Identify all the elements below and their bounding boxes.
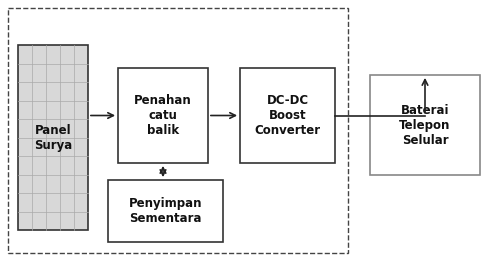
Text: Panel
Surya: Panel Surya (34, 124, 72, 152)
Bar (240, 68, 335, 163)
Bar (370, 75, 480, 175)
Bar (118, 68, 208, 163)
Text: Penyimpan
Sementara: Penyimpan Sementara (129, 197, 202, 225)
Bar (8, 8, 348, 253)
Bar (108, 180, 223, 242)
Text: Penahan
catu
balik: Penahan catu balik (134, 94, 192, 137)
Bar (18, 45, 88, 230)
Text: Baterai
Telepon
Selular: Baterai Telepon Selular (399, 103, 451, 147)
Text: DC-DC
Boost
Converter: DC-DC Boost Converter (254, 94, 321, 137)
